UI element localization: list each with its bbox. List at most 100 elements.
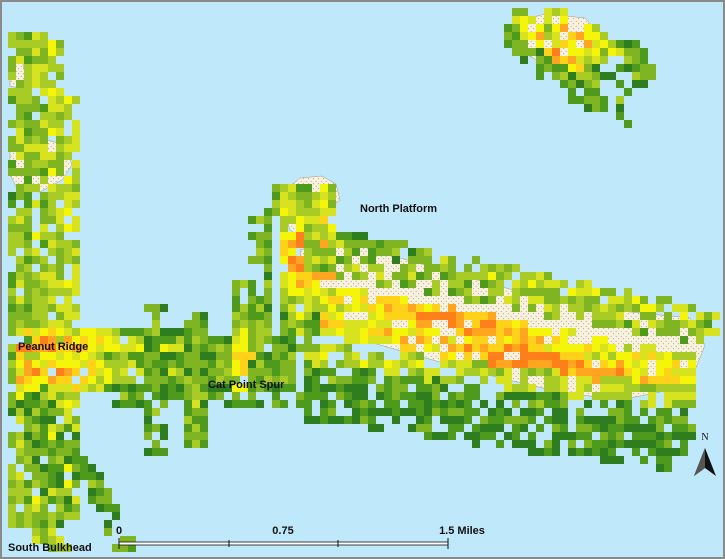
density-cell [48, 296, 56, 304]
density-cell [376, 280, 384, 288]
density-cell [160, 376, 168, 384]
density-cell [360, 384, 368, 392]
density-cell [344, 248, 352, 256]
density-cell [32, 32, 40, 40]
density-cell [32, 296, 40, 304]
density-cell [32, 384, 40, 392]
density-cell [40, 352, 48, 360]
density-cell [40, 160, 48, 168]
density-cell [56, 184, 64, 192]
density-cell [456, 424, 464, 432]
density-cell [480, 328, 488, 336]
density-cell [40, 288, 48, 296]
density-cell [184, 400, 192, 408]
density-cell [440, 312, 448, 320]
density-cell [8, 120, 16, 128]
density-cell [544, 8, 552, 16]
density-cell [352, 408, 360, 416]
density-cell [160, 336, 168, 344]
density-cell [368, 352, 376, 360]
density-cell [200, 384, 208, 392]
density-cell [584, 96, 592, 104]
density-cell [424, 256, 432, 264]
density-cell [200, 408, 208, 416]
density-cell [16, 256, 24, 264]
density-cell [416, 408, 424, 416]
density-cell [448, 304, 456, 312]
density-cell [256, 312, 264, 320]
density-cell [448, 376, 456, 384]
density-cell [40, 104, 48, 112]
density-cell [592, 368, 600, 376]
density-cell [64, 136, 72, 144]
density-cell [24, 520, 32, 528]
density-cell [360, 296, 368, 304]
density-cell [304, 232, 312, 240]
density-cell [160, 304, 168, 312]
density-cell [528, 32, 536, 40]
density-cell [376, 336, 384, 344]
density-cell [48, 360, 56, 368]
density-cell [616, 432, 624, 440]
density-cell [32, 392, 40, 400]
density-cell [672, 424, 680, 432]
density-cell [48, 216, 56, 224]
density-cell [152, 392, 160, 400]
density-cell [128, 336, 136, 344]
density-cell [40, 392, 48, 400]
density-cell [472, 328, 480, 336]
density-cell [56, 480, 64, 488]
density-cell [72, 96, 80, 104]
density-cell [8, 216, 16, 224]
density-cell [536, 336, 544, 344]
density-cell [504, 336, 512, 344]
density-cell [360, 232, 368, 240]
density-cell [32, 56, 40, 64]
density-cell [528, 288, 536, 296]
density-cell [360, 320, 368, 328]
density-cell [552, 384, 560, 392]
density-cell [152, 328, 160, 336]
density-cell [120, 544, 128, 552]
density-cell [16, 392, 24, 400]
density-cell [56, 248, 64, 256]
density-cell [552, 24, 560, 32]
density-cell [544, 448, 552, 456]
density-cell [472, 432, 480, 440]
density-cell [248, 304, 256, 312]
density-cell [64, 96, 72, 104]
density-cell [472, 424, 480, 432]
density-cell [440, 416, 448, 424]
density-cell [176, 392, 184, 400]
density-cell [40, 272, 48, 280]
density-cell [536, 48, 544, 56]
density-cell [264, 240, 272, 248]
density-cell [448, 352, 456, 360]
density-cell [616, 424, 624, 432]
density-cell [320, 344, 328, 352]
density-cell [232, 368, 240, 376]
density-cell [344, 256, 352, 264]
density-cell [288, 216, 296, 224]
density-cell [200, 424, 208, 432]
density-cell [656, 352, 664, 360]
density-cell [368, 304, 376, 312]
density-cell [176, 368, 184, 376]
density-cell [24, 104, 32, 112]
density-cell [192, 408, 200, 416]
density-cell [416, 360, 424, 368]
density-cell [272, 184, 280, 192]
density-cell [32, 288, 40, 296]
density-cell [528, 336, 536, 344]
density-cell [248, 256, 256, 264]
density-cell [32, 344, 40, 352]
density-cell [32, 376, 40, 384]
density-cell [320, 288, 328, 296]
density-cell [480, 432, 488, 440]
density-cell [56, 536, 64, 544]
density-cell [48, 328, 56, 336]
density-cell [424, 312, 432, 320]
density-cell [288, 248, 296, 256]
density-cell [72, 312, 80, 320]
density-cell [632, 384, 640, 392]
